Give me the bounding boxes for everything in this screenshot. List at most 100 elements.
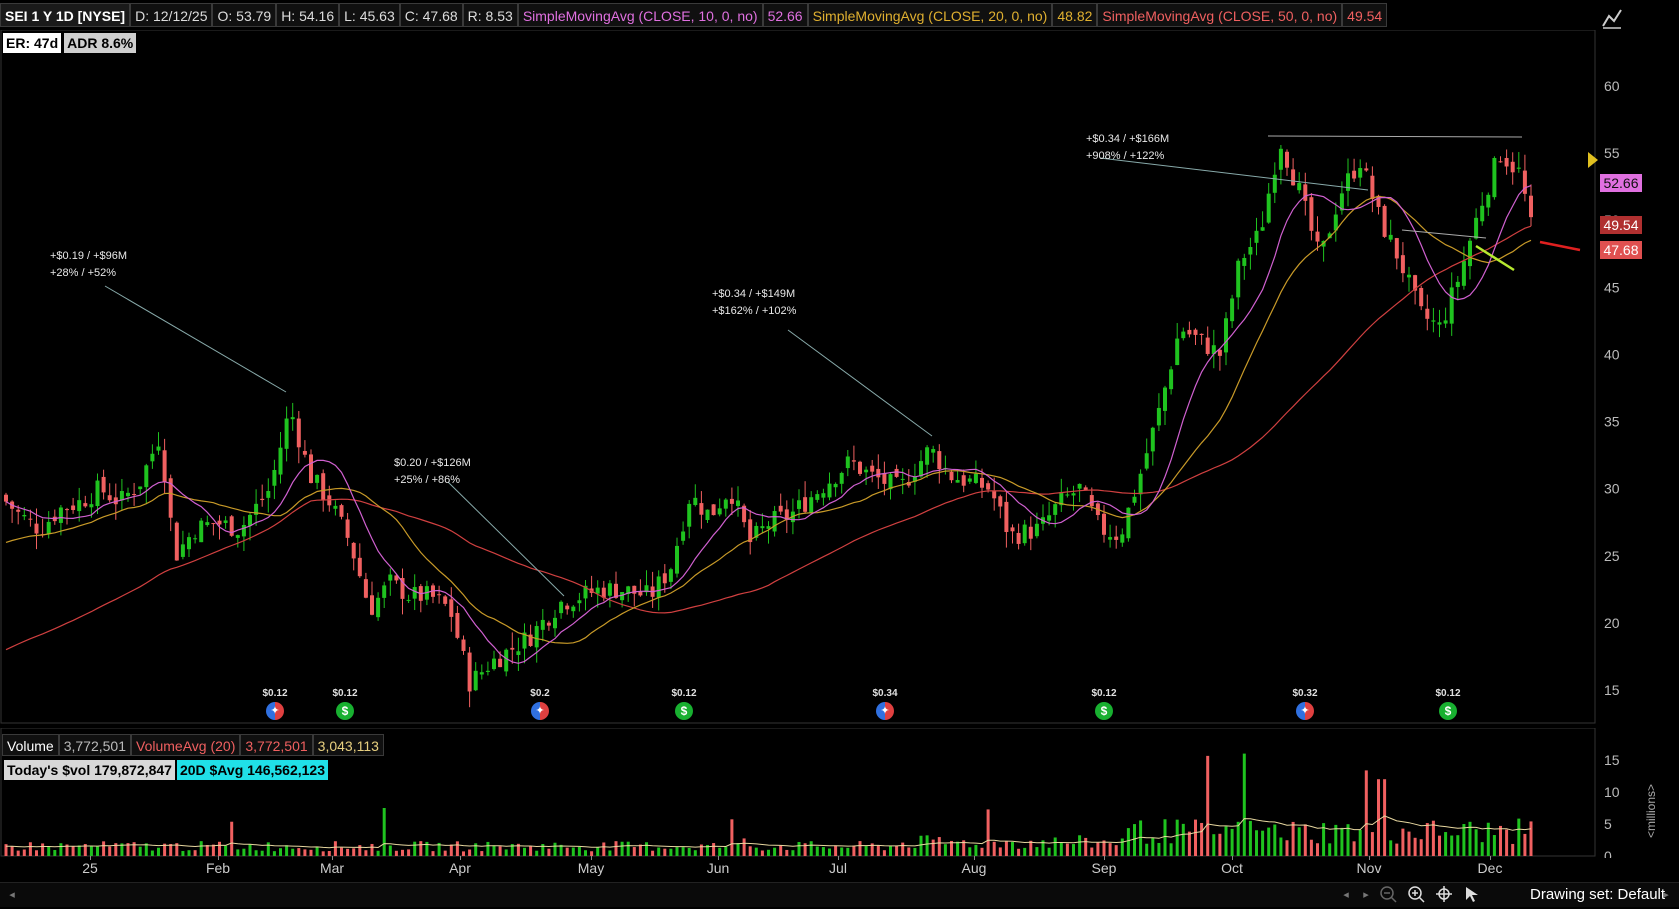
candle-body — [119, 491, 124, 501]
volume-label[interactable]: Volume — [2, 734, 59, 756]
candle-body — [315, 474, 320, 483]
candlesticks — [4, 145, 1533, 708]
volume-bar — [303, 849, 307, 856]
volume-avg-label[interactable]: VolumeAvg (20) — [131, 734, 241, 756]
earnings-marker[interactable]: $0.32 ✦ — [1287, 688, 1323, 720]
volume-bar — [809, 841, 813, 856]
annotation-line: $0.20 / +$126M — [394, 457, 471, 469]
event-value-label: $0.12 — [262, 688, 288, 699]
candle-body — [626, 586, 631, 594]
volume-bar — [358, 845, 362, 856]
volume-bar — [1090, 847, 1094, 856]
volume-bar — [1230, 828, 1234, 856]
dividend-marker[interactable]: $0.12 $ — [1430, 688, 1466, 720]
volume-bar — [608, 850, 612, 856]
volume-bar — [285, 845, 289, 856]
annotation-1[interactable]: +$0.19 / +$96M +28% / +52% — [50, 248, 127, 282]
trend-drawings[interactable] — [104, 135, 1581, 597]
sma10-label[interactable]: SimpleMovingAvg (CLOSE, 10, 0, no) — [517, 3, 763, 27]
candle-body — [107, 495, 112, 501]
event-value-label: $0.12 — [1435, 688, 1461, 699]
volume-bar — [309, 849, 313, 856]
volume-bar — [931, 839, 935, 856]
volume-chart[interactable]: 15 10 5 0 — [0, 728, 1679, 858]
time-axis-label: Mar — [319, 860, 345, 876]
candle-body — [675, 545, 679, 574]
candle-body — [357, 557, 362, 577]
volume-bar — [169, 843, 173, 856]
candle-body — [284, 418, 289, 449]
candle-body — [479, 672, 484, 675]
candle-body — [1504, 157, 1509, 167]
earnings-icon: ✦ — [266, 702, 284, 720]
candle-body — [1156, 407, 1161, 426]
zoom-in-icon[interactable] — [1406, 885, 1426, 905]
candle-body — [1089, 495, 1094, 507]
candle-body — [833, 483, 838, 488]
candle-body — [1394, 238, 1399, 259]
scroll-right-icon[interactable]: ▸ — [1663, 889, 1669, 901]
annotation-line: +908% / +122% — [1086, 150, 1165, 162]
candle-body — [1291, 169, 1296, 186]
volume-bar — [1059, 842, 1063, 856]
dividend-marker[interactable]: $0.12 $ — [666, 688, 702, 720]
candle-body — [1388, 234, 1393, 240]
candle-body — [1016, 532, 1021, 544]
candle-body — [534, 626, 539, 648]
sma20-line — [5, 195, 1532, 644]
candle-body — [1114, 536, 1119, 540]
volume-bar — [998, 847, 1002, 856]
symbol-label[interactable]: SEI 1 Y 1D [NYSE] — [0, 3, 131, 27]
sma20-label[interactable]: SimpleMovingAvg (CLOSE, 20, 0, no) — [807, 3, 1053, 27]
volume-bar — [1383, 779, 1387, 856]
volume-bar — [1334, 824, 1338, 856]
volume-bar — [16, 850, 20, 856]
candle-body — [839, 472, 844, 484]
earnings-marker[interactable]: $0.34 ✦ — [867, 688, 903, 720]
annotation-2[interactable]: $0.20 / +$126M +25% / +86% — [394, 455, 471, 489]
volume-bar — [937, 837, 941, 856]
volume-bar — [1279, 837, 1283, 856]
candle-body — [1120, 534, 1125, 543]
drawing-set-label[interactable]: Drawing set: Default — [1530, 886, 1666, 903]
candle-body — [1431, 320, 1436, 322]
sma50-label[interactable]: SimpleMovingAvg (CLOSE, 50, 0, no) — [1097, 3, 1343, 27]
cursor-icon[interactable] — [1462, 885, 1482, 905]
volume-bar — [333, 841, 337, 856]
volume-bar — [919, 835, 923, 856]
scroll-left-icon[interactable]: ◂ — [9, 889, 15, 901]
time-axis-label: Apr — [449, 860, 471, 876]
volume-bar — [675, 847, 679, 856]
pan-icon[interactable] — [1434, 885, 1454, 905]
candle-body — [980, 477, 984, 488]
earnings-marker[interactable]: $0.2 ✦ — [522, 688, 558, 720]
volume-bar — [858, 841, 862, 856]
scroll-right-small-icon[interactable]: ▸ — [1363, 889, 1369, 901]
scroll-left-small-icon[interactable]: ◂ — [1343, 889, 1349, 901]
volume-bar — [645, 842, 648, 856]
candle-body — [1083, 487, 1088, 490]
chart-style-icon[interactable] — [1600, 6, 1624, 30]
volume-bar — [638, 844, 642, 856]
range-readout: R: 8.53 — [462, 3, 518, 27]
earnings-marker[interactable]: $0.12 ✦ — [257, 688, 293, 720]
time-axis-label: Dec — [1477, 860, 1503, 876]
volume-bar — [712, 843, 716, 856]
volume-bar — [529, 846, 533, 856]
volume-bar — [1291, 821, 1295, 856]
dividend-marker[interactable]: $0.12 $ — [327, 688, 363, 720]
volume-bar — [803, 843, 807, 856]
volume-tick-label: 10 — [1604, 784, 1620, 800]
volume-bar — [47, 846, 51, 856]
annotation-4[interactable]: +$0.34 / +$166M +908% / +122% — [1086, 131, 1169, 165]
zoom-out-icon[interactable] — [1378, 885, 1398, 905]
price-chart[interactable]: 60555045403530252015 — [0, 30, 1679, 725]
candle-body — [394, 575, 399, 581]
dividend-marker[interactable]: $0.12 $ — [1086, 688, 1122, 720]
volume-bar — [1511, 843, 1515, 856]
candle-body — [1217, 349, 1222, 356]
annotation-3[interactable]: +$0.34 / +$149M +$162% / +102% — [712, 286, 796, 320]
candle-body — [1047, 515, 1052, 521]
candle-body — [772, 511, 777, 532]
candle-body — [1132, 496, 1137, 503]
